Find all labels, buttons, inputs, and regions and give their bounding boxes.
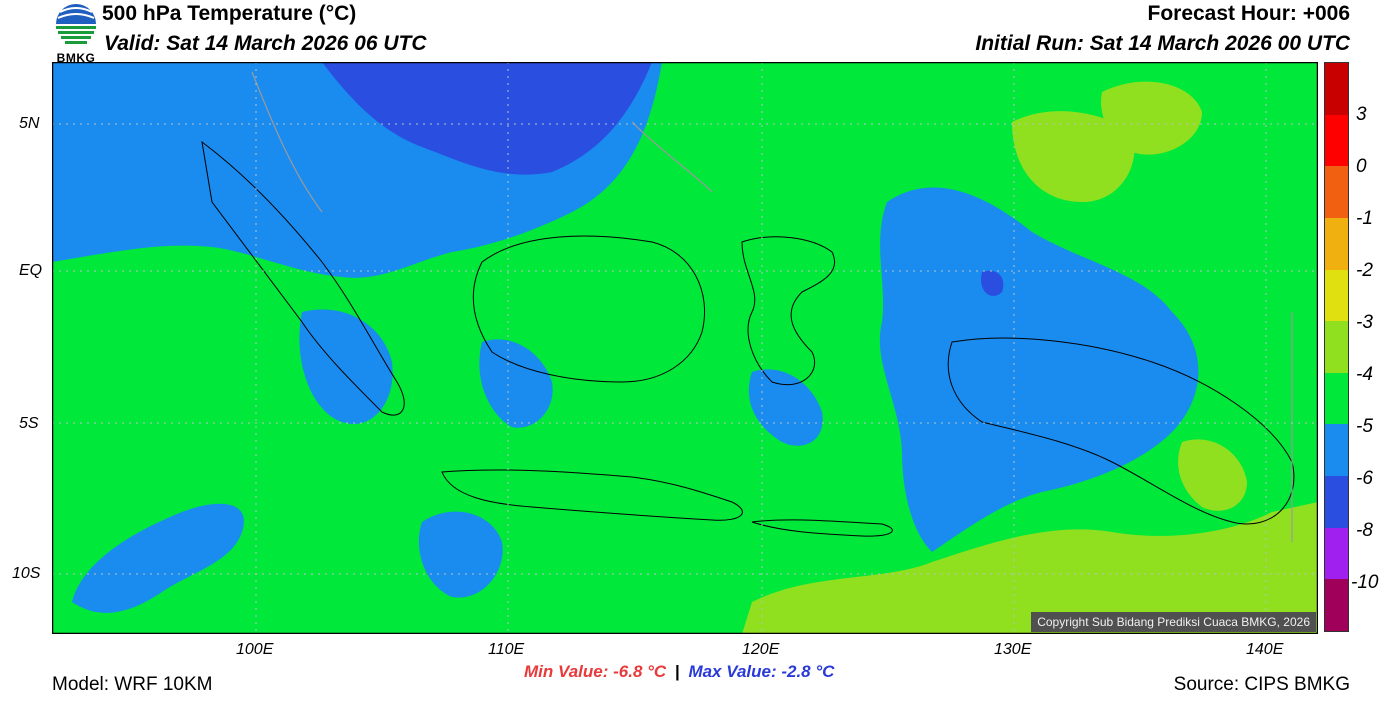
lat-tick-10s: 10S [12, 565, 41, 582]
colorbar-swatch [1325, 527, 1348, 580]
colorbar-swatch [1325, 579, 1348, 632]
colorbar-label: -6 [1356, 468, 1373, 489]
colorbar-label: -4 [1356, 364, 1373, 385]
min-value: Min Value: -6.8 °C [524, 662, 667, 681]
warm-patch-ne1 [1012, 111, 1135, 202]
bmkg-logo-icon [56, 4, 96, 44]
cool-region-east [879, 187, 1199, 553]
valid-time: Valid: Sat 14 March 2026 06 UTC [104, 32, 427, 55]
bmkg-logo: BMKG [52, 2, 100, 65]
model-label: Model: WRF 10KM [52, 674, 213, 695]
source-label: Source: CIPS BMKG [1173, 674, 1350, 695]
coastlines [201, 140, 1295, 537]
colorbar-label: -3 [1356, 312, 1373, 333]
deep-region-north [322, 62, 652, 175]
cool-blob-borneo [479, 339, 553, 428]
map-title: 500 hPa Temperature (°C) [102, 2, 357, 25]
colorbar-label: -5 [1356, 416, 1373, 437]
lat-tick-5s: 5S [19, 415, 39, 432]
lon-tick-140e: 140E [1246, 641, 1284, 658]
lat-tick-eq: EQ [19, 262, 43, 279]
cool-region-sw2 [418, 511, 503, 598]
deep-spots-east [981, 270, 1004, 296]
lon-tick-130e: 130E [994, 641, 1032, 658]
colorbar [1324, 62, 1349, 632]
warm-patch-se [1178, 439, 1247, 511]
colorbar-swatch [1325, 166, 1348, 218]
gridlines [52, 62, 1318, 634]
lat-tick-5n: 5N [19, 115, 40, 132]
warm-region-south [742, 502, 1318, 634]
lon-tick-120e: 120E [742, 641, 780, 658]
borders [251, 71, 1293, 542]
colorbar-label: -2 [1356, 260, 1373, 281]
colorbar-swatch [1325, 114, 1348, 167]
lon-tick-110e: 110E [488, 641, 525, 658]
colorbar-swatch [1325, 424, 1348, 477]
colorbar-swatch [1325, 217, 1348, 270]
colorbar-swatch [1325, 269, 1348, 322]
warm-patch-ne2 [1101, 81, 1202, 155]
map-frame [52, 62, 1318, 634]
logo-text: BMKG [56, 51, 96, 65]
lon-tick-100e: 100E [236, 641, 274, 658]
colorbar-label: -8 [1356, 520, 1373, 541]
temperature-map [52, 62, 1318, 634]
cool-region-sw [72, 503, 244, 613]
colorbar-swatch [1325, 372, 1348, 425]
colorbar-swatch [1325, 476, 1348, 528]
cool-blob-sulawesi [748, 369, 823, 446]
colorbar-label: 3 [1356, 104, 1367, 125]
colorbar-label: 0 [1356, 156, 1367, 177]
colorbar-label: -10 [1351, 572, 1379, 593]
colorbar-label: -1 [1356, 208, 1373, 229]
copyright-label: Copyright Sub Bidang Prediksi Cuaca BMKG… [1031, 612, 1316, 632]
cool-blob-sumatra [299, 309, 393, 424]
map-panel: Copyright Sub Bidang Prediksi Cuaca BMKG… [52, 62, 1318, 634]
copyright-text: Copyright Sub Bidang Prediksi Cuaca BMKG… [1037, 615, 1310, 629]
separator: | [674, 662, 680, 681]
colorbar-swatch [1325, 63, 1348, 115]
initial-run: Initial Run: Sat 14 March 2026 00 UTC [975, 32, 1350, 55]
min-max-line: Min Value: -6.8 °C | Max Value: -2.8 °C [524, 662, 834, 682]
colorbar-swatch [1325, 321, 1348, 373]
max-value: Max Value: -2.8 °C [688, 662, 835, 681]
forecast-hour: Forecast Hour: +006 [1147, 2, 1351, 25]
